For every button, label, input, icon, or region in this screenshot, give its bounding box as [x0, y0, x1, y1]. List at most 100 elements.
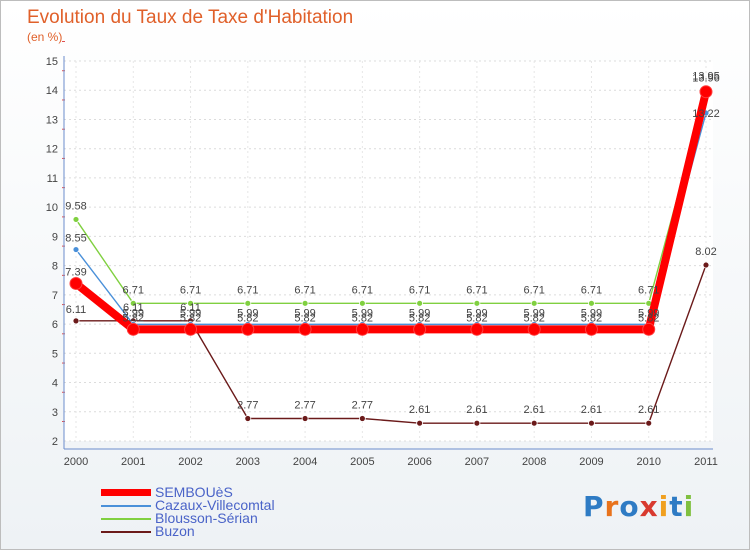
data-label: 5.82: [294, 312, 315, 324]
data-label: 6.11: [123, 302, 144, 314]
proxiti-logo: Proxiti: [583, 490, 694, 523]
legend-label: SEMBOUèS: [155, 484, 233, 500]
data-label: 2.77: [237, 399, 258, 411]
logo-letter: o: [619, 490, 640, 523]
unit-label: (en %): [27, 30, 63, 44]
data-point: [244, 299, 252, 307]
logo-letter: x: [639, 490, 659, 523]
data-label: 7.39: [65, 266, 86, 278]
series-line-blousson-s-rian: [75, 91, 707, 305]
data-label: 6.71: [180, 284, 201, 296]
data-label: 6.71: [581, 284, 602, 296]
data-label: 13.95: [692, 71, 720, 83]
y-tick-label: 2: [52, 436, 58, 448]
data-point: [187, 299, 194, 307]
data-point: [355, 322, 369, 336]
data-point: [473, 419, 481, 427]
x-tick-label: 2010: [636, 456, 660, 468]
data-point: [530, 419, 538, 427]
data-point: [72, 216, 80, 223]
data-label: 2.77: [352, 399, 373, 411]
data-label: 5.82: [123, 312, 144, 324]
data-label: 6.71: [237, 284, 258, 296]
data-point: [416, 419, 424, 427]
series-line-cazaux-villecomtal: [75, 112, 707, 326]
data-label: 5.82: [638, 312, 659, 324]
data-point: [530, 299, 538, 307]
logo-letter: P: [583, 490, 605, 523]
data-label: 2.61: [581, 404, 602, 416]
logo-letter: r: [604, 490, 620, 523]
series-line-buzon: [76, 264, 707, 424]
y-tick-label: 7: [52, 290, 58, 302]
y-tick-label: 3: [52, 407, 58, 419]
y-tick-label: 9: [52, 231, 58, 243]
data-label: 2.61: [409, 404, 430, 416]
data-label: 6.11: [66, 304, 87, 316]
data-point: [126, 322, 140, 336]
y-tick-label: 12: [46, 144, 58, 156]
data-label: 5.99: [466, 307, 487, 319]
chart-title: Evolution du Taux de Taxe d'Habitation: [27, 7, 354, 28]
data-point: [241, 322, 255, 336]
data-label: 5.82: [466, 312, 487, 324]
y-tick-label: 13: [46, 114, 58, 126]
data-point: [301, 415, 309, 422]
logo-letter: t: [669, 490, 684, 523]
x-tick-label: 2005: [350, 456, 374, 468]
data-label: 5.82: [523, 312, 544, 324]
y-tick-label: 15: [46, 56, 58, 68]
data-point: [584, 322, 598, 336]
data-point: [413, 322, 427, 336]
data-label: 5.82: [352, 312, 373, 324]
data-point: [588, 419, 595, 427]
x-tick-label: 2007: [465, 456, 489, 468]
data-label: 2.61: [523, 404, 544, 416]
data-label: 2.61: [466, 404, 487, 416]
data-point: [244, 415, 252, 422]
data-label: 5.82: [237, 312, 258, 324]
data-point: [358, 299, 366, 307]
x-tick-label: 2006: [407, 456, 431, 468]
y-tick-label: 4: [52, 378, 58, 390]
data-point: [588, 299, 595, 307]
data-label: 5.99: [352, 307, 373, 319]
data-point: [298, 322, 312, 336]
data-label: 5.99: [581, 307, 602, 319]
plot-area: [64, 61, 713, 441]
data-label: 13.96: [692, 72, 720, 84]
data-label: 13.22: [692, 108, 720, 120]
data-point: [72, 317, 80, 325]
y-tick-label: 11: [47, 173, 58, 185]
data-point: [470, 322, 484, 336]
x-tick-label: 2002: [178, 456, 202, 468]
x-tick-label: 2001: [121, 456, 145, 468]
legend-label: Cazaux-Villecomtal: [155, 497, 275, 513]
data-label: 6.11: [180, 302, 201, 314]
series-line-sembou-s: [73, 90, 710, 334]
logo-letter: i: [658, 490, 670, 523]
data-label: 5.99: [123, 307, 144, 319]
data-label: 9.58: [65, 200, 86, 212]
x-tick-label: 2000: [64, 456, 88, 468]
data-label: 6.71: [123, 284, 144, 296]
data-point: [69, 276, 83, 290]
data-label: 8.02: [695, 246, 716, 258]
data-point: [702, 261, 710, 269]
data-label: 6.71: [409, 284, 430, 296]
legend-swatch: [101, 505, 151, 507]
data-label: 5.82: [180, 312, 201, 324]
data-label: 5.82: [409, 312, 430, 324]
data-point: [416, 299, 424, 307]
y-tick-label: 14: [46, 85, 58, 97]
data-label: 6.71: [466, 284, 487, 296]
data-point: [699, 85, 713, 99]
data-point: [129, 299, 137, 307]
data-point: [527, 322, 541, 336]
data-label: 5.99: [409, 307, 430, 319]
legend-swatch: [101, 531, 151, 533]
logo-letter: i: [683, 490, 695, 523]
x-tick-label: 2011: [694, 456, 718, 468]
